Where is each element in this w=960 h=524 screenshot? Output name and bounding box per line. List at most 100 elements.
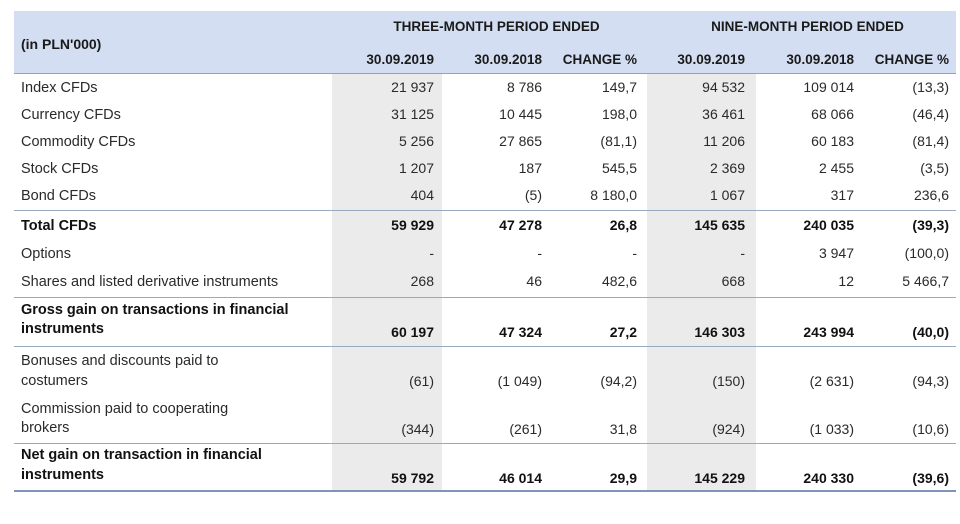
row-label-line1: Net gain on transaction in financial [21,447,262,463]
table-cell: 3 947 [818,245,854,261]
table-row-net: Net gain on transaction in financial ins… [14,446,956,486]
row-label-line2: instruments [21,321,104,337]
table-cell: 68 066 [811,106,854,122]
table-header: (in PLN'000) THREE-MONTH PERIOD ENDED NI… [14,11,956,74]
column-header: 30.09.2018 [474,52,542,67]
table-cell: 145 229 [694,470,745,486]
row-label: Bond CFDs [21,188,96,204]
column-shade [647,74,756,491]
table-cell: - [740,245,745,261]
table-cell: 187 [518,160,542,176]
table-cell: 149,7 [601,79,637,95]
table-row: Index CFDs 21 937 8 786 149,7 94 532 109… [14,79,956,98]
row-label: Shares and listed derivative instruments [21,274,279,290]
table-cell: 27 865 [499,133,542,149]
table-cell: (344) [401,421,434,437]
table-cell: (3,5) [920,160,949,176]
table-cell: (924) [712,421,745,437]
table-row: Options - - - - 3 947 (100,0) [14,245,956,264]
row-label: Commodity CFDs [21,134,136,150]
three-month-group-header: THREE-MONTH PERIOD ENDED [393,19,600,34]
table-cell: 482,6 [601,273,637,289]
row-label: Options [21,246,71,262]
table-cell: 8 786 [506,79,542,95]
table-cell: 12 [838,273,854,289]
table-row: Commission paid to cooperating brokers (… [14,400,956,440]
financial-table: (in PLN'000) THREE-MONTH PERIOD ENDED NI… [14,11,956,492]
table-cell: 317 [830,187,854,203]
table-cell: 5 256 [398,133,434,149]
table-cell: - [632,245,637,261]
table-cell: (61) [409,373,434,389]
table-cell: 109 014 [803,79,854,95]
table-cell: - [537,245,542,261]
table-cell: (1 033) [809,421,854,437]
table-cell: 240 035 [803,217,854,233]
table-cell: 8 180,0 [590,187,637,203]
table-cell: (13,3) [912,79,949,95]
table-cell: - [429,245,434,261]
row-label-line2: instruments [21,467,104,483]
column-header: 30.09.2019 [366,52,434,67]
row-label: Total CFDs [21,218,97,234]
table-row-subtotal: Gross gain on transactions in financial … [14,301,956,341]
table-cell: 198,0 [601,106,637,122]
table-cell: 236,6 [913,187,949,203]
row-label: Currency CFDs [21,107,121,123]
table-cell: 146 303 [694,324,745,340]
row-divider [14,297,956,298]
table-row: Bond CFDs 404 (5) 8 180,0 1 067 317 236,… [14,187,956,206]
column-shade [332,74,442,491]
table-body: Index CFDs 21 937 8 786 149,7 94 532 109… [14,74,956,492]
table-cell: (40,0) [912,324,949,340]
table-cell: 1 067 [709,187,745,203]
table-cell: 268 [410,273,434,289]
table-cell: (39,3) [912,217,949,233]
table-cell: 60 197 [391,324,434,340]
table-cell: 5 466,7 [902,273,949,289]
table-cell: (94,3) [912,373,949,389]
column-header: CHANGE % [874,52,949,67]
table-cell: 2 455 [818,160,854,176]
row-label: Index CFDs [21,80,98,96]
table-cell: 46 [526,273,542,289]
table-cell: 59 792 [391,470,434,486]
column-header: 30.09.2018 [786,52,854,67]
header-rule [14,73,956,74]
row-label-line2: costumers [21,373,88,389]
table-cell: 240 330 [803,470,854,486]
table-cell: (46,4) [912,106,949,122]
table-cell: 46 014 [499,470,542,486]
table-cell: 545,5 [601,160,637,176]
table-cell: 47 324 [499,324,542,340]
table-row: Currency CFDs 31 125 10 445 198,0 36 461… [14,106,956,125]
table-cell: (100,0) [904,245,949,261]
row-label-line1: Commission paid to cooperating [21,401,229,417]
table-cell: 21 937 [391,79,434,95]
table-cell: 59 929 [391,217,434,233]
row-label: Stock CFDs [21,161,99,177]
table-cell: 60 183 [811,133,854,149]
table-row: Commodity CFDs 5 256 27 865 (81,1) 11 20… [14,133,956,152]
row-label-line2: brokers [21,420,70,436]
row-label-line1: Gross gain on transactions in financial [21,302,289,318]
table-cell: (94,2) [600,373,637,389]
table-cell: (1 049) [497,373,542,389]
table-cell: 26,8 [609,217,637,233]
table-cell: 29,9 [609,470,637,486]
row-divider [14,443,956,444]
table-row-total: Total CFDs 59 929 47 278 26,8 145 635 24… [14,217,956,236]
column-header: CHANGE % [562,52,637,67]
table-cell: 1 207 [398,160,434,176]
table-cell: 47 278 [499,217,542,233]
unit-label: (in PLN'000) [21,36,102,52]
table-cell: (81,4) [912,133,949,149]
table-cell: 145 635 [694,217,745,233]
table-row: Shares and listed derivative instruments… [14,273,956,292]
table-cell: 94 532 [702,79,745,95]
table-cell: (150) [712,373,745,389]
table-cell: (81,1) [600,133,637,149]
table-cell: 36 461 [702,106,745,122]
table-row: Stock CFDs 1 207 187 545,5 2 369 2 455 (… [14,160,956,179]
table-cell: 11 206 [703,133,745,149]
